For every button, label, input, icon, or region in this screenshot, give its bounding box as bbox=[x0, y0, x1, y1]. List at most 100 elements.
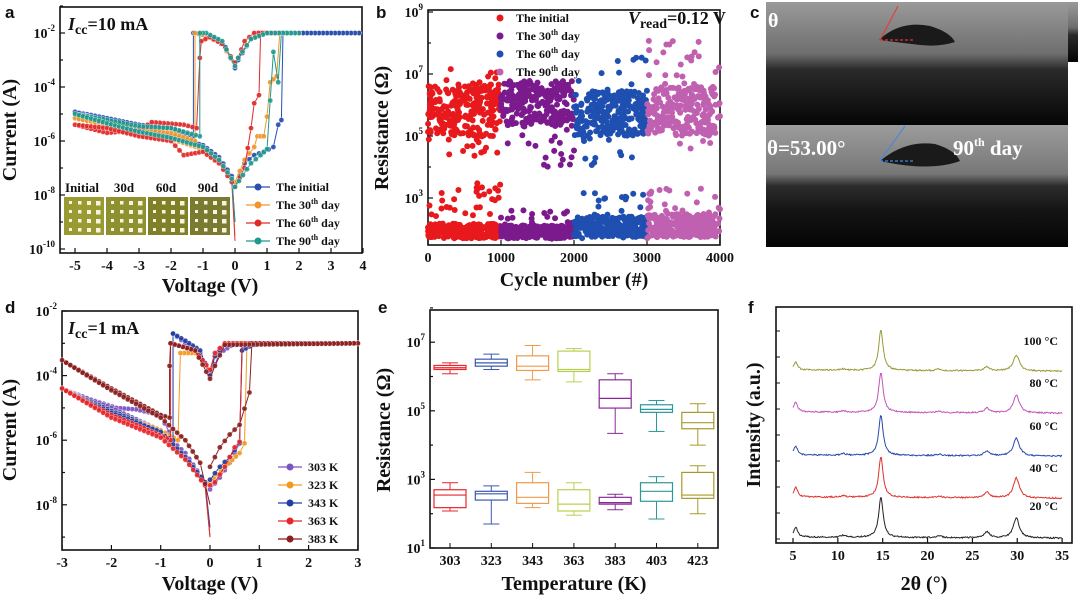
iv-a-y-tick-label: 10-2 bbox=[34, 23, 56, 42]
lrs-data-point bbox=[702, 228, 709, 235]
lrs-data-point bbox=[502, 221, 509, 228]
lrs-data-point bbox=[443, 204, 450, 211]
endurance-legend-label: The initial bbox=[516, 11, 570, 25]
hrs-data-point bbox=[427, 84, 434, 91]
iv-d-legend-marker bbox=[286, 535, 294, 543]
lrs-data-point bbox=[679, 207, 686, 214]
iv-d-data-point bbox=[104, 412, 111, 418]
legend-text-suffix: day bbox=[318, 198, 340, 212]
iv-a-data-point bbox=[248, 125, 254, 131]
iv-d-data-point bbox=[166, 422, 172, 428]
lrs-data-point bbox=[591, 190, 598, 197]
iv-d-data-point bbox=[83, 372, 90, 379]
iv-a-series-3 bbox=[72, 30, 302, 223]
lrs-data-point bbox=[605, 224, 612, 231]
lrs-box-323 bbox=[474, 485, 508, 525]
tick-base: 10 bbox=[34, 135, 48, 150]
iv-a-data-point bbox=[176, 147, 183, 154]
iv-d-x-tick-label: -1 bbox=[155, 556, 167, 571]
electrode-pad bbox=[195, 219, 198, 222]
hrs-data-point bbox=[593, 102, 600, 109]
lrs-data-point bbox=[699, 222, 706, 229]
hrs-data-point bbox=[486, 88, 493, 95]
lrs-data-point bbox=[478, 184, 485, 191]
hrs-data-point bbox=[712, 68, 719, 75]
hrs-data-point bbox=[465, 116, 472, 123]
lrs-data-point bbox=[690, 220, 697, 227]
hrs-data-point bbox=[564, 116, 571, 123]
hrs-data-point bbox=[643, 87, 650, 94]
iv-d-data-point bbox=[71, 364, 78, 371]
electrode-pad bbox=[138, 228, 143, 233]
endurance-series-1 bbox=[498, 78, 577, 242]
hrs-data-point bbox=[621, 113, 628, 120]
lrs-data-point bbox=[465, 226, 472, 233]
hrs-data-point bbox=[601, 126, 608, 133]
lrs-data-point bbox=[541, 210, 548, 217]
hrs-data-point bbox=[679, 73, 686, 80]
endurance-series-3 bbox=[644, 37, 723, 242]
lrs-data-point bbox=[702, 233, 709, 240]
iv-a-data-point bbox=[243, 42, 250, 49]
hrs-data-point bbox=[543, 100, 550, 107]
lrs-data-point bbox=[601, 231, 608, 238]
hrs-data-point bbox=[525, 140, 532, 147]
interquartile-box bbox=[681, 411, 715, 430]
iv-d-data-point bbox=[167, 340, 174, 347]
hrs-data-point bbox=[593, 128, 600, 135]
electrode-pad bbox=[87, 228, 91, 232]
lrs-data-point bbox=[483, 223, 490, 230]
legend-text: The 30 bbox=[516, 29, 551, 43]
hrs-data-point bbox=[666, 122, 673, 129]
legend-text-suffix: day bbox=[558, 29, 580, 43]
hrs-data-point bbox=[547, 105, 554, 112]
hrs-data-point bbox=[571, 104, 578, 111]
xrd-curve bbox=[792, 497, 1063, 540]
electrode-pad bbox=[204, 210, 208, 214]
hrs-data-point bbox=[452, 103, 459, 110]
electrode-pad bbox=[120, 219, 124, 223]
electrode-pad bbox=[222, 201, 227, 206]
hrs-data-point bbox=[581, 123, 588, 130]
hrs-data-point bbox=[662, 72, 669, 79]
lrs-box-403 bbox=[639, 476, 674, 520]
hrs-data-point bbox=[568, 154, 575, 161]
hrs-data-point bbox=[588, 162, 595, 169]
hrs-data-point bbox=[428, 109, 435, 116]
hrs-data-point bbox=[439, 113, 446, 120]
electrode-pad bbox=[96, 201, 101, 206]
hrs-data-point bbox=[669, 113, 676, 120]
xrd-series-label: 80 °C bbox=[1030, 376, 1058, 390]
xrd-f-x-tick-label: 15 bbox=[876, 549, 890, 564]
iv-d-legend-marker bbox=[286, 463, 294, 471]
hrs-data-point bbox=[657, 119, 664, 126]
lrs-data-point bbox=[475, 233, 482, 240]
lrs-box-423 bbox=[681, 465, 715, 515]
hrs-data-point bbox=[432, 99, 439, 106]
hrs-data-point bbox=[487, 81, 494, 88]
electrode-pad bbox=[222, 219, 227, 224]
hrs-data-point bbox=[533, 90, 540, 97]
iv-d-x-tick-label: 1 bbox=[256, 556, 263, 571]
hrs-data-point bbox=[715, 101, 722, 108]
iv-a-data-point bbox=[196, 30, 203, 36]
hrs-data-point bbox=[693, 86, 700, 93]
xrd-f-plot-frame bbox=[775, 306, 1073, 544]
iv-d-data-point bbox=[63, 388, 70, 394]
endurance-series-2 bbox=[571, 54, 650, 242]
hrs-data-point bbox=[506, 78, 513, 85]
iv-d-data-point bbox=[75, 395, 82, 401]
lrs-data-point bbox=[653, 226, 660, 233]
tick-base: 10 bbox=[29, 243, 43, 258]
iv-a-data-point bbox=[212, 153, 218, 160]
hrs-data-point bbox=[592, 154, 599, 161]
lrs-data-point bbox=[645, 227, 652, 234]
electrode-pad bbox=[138, 210, 143, 215]
hrs-box-303 bbox=[433, 362, 467, 375]
xrd-f-y-axis-title: Intensity (a.u.) bbox=[743, 362, 765, 487]
hrs-data-point bbox=[469, 80, 476, 87]
hrs-data-point bbox=[475, 97, 482, 104]
iv-a-data-point bbox=[264, 146, 270, 152]
hrs-data-point bbox=[636, 111, 643, 118]
xrd-series-label: 60 °C bbox=[1030, 419, 1058, 433]
